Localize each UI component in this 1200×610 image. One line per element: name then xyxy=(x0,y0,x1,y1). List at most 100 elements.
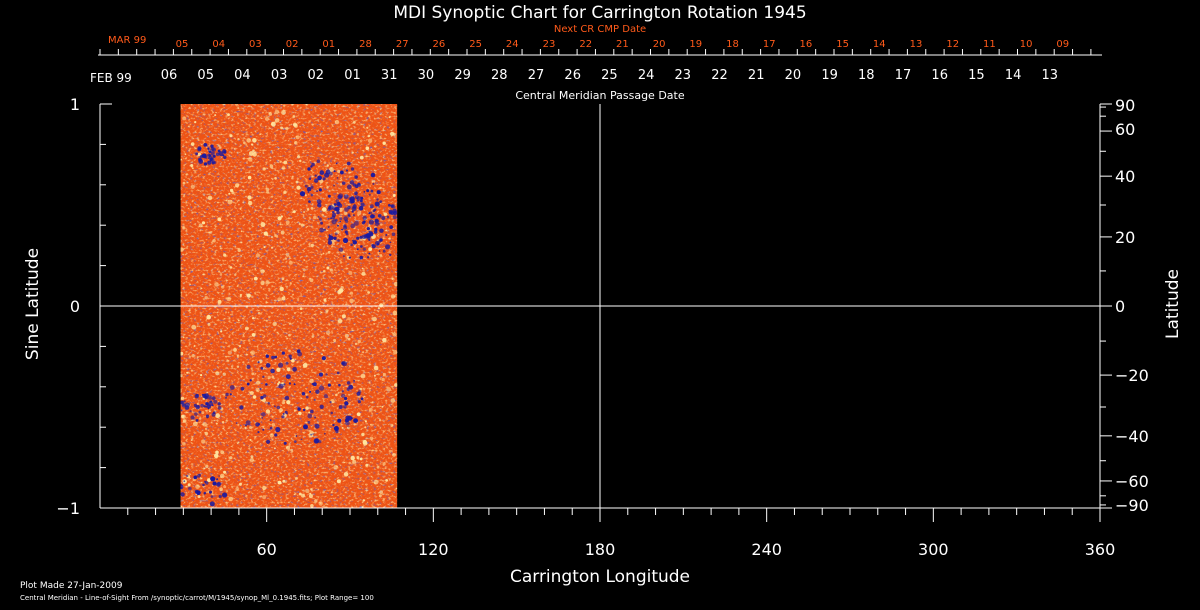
x-tick-label: 300 xyxy=(918,540,949,559)
negative-flux-patch xyxy=(235,422,238,425)
positive-flux-patch xyxy=(277,297,281,302)
positive-flux-patch xyxy=(326,164,329,167)
negative-flux-patch xyxy=(408,224,410,226)
positive-flux-patch xyxy=(294,476,298,480)
negative-flux-patch xyxy=(338,383,341,387)
positive-flux-patch xyxy=(191,324,197,330)
negative-flux-patch xyxy=(216,478,219,481)
negative-flux-patch xyxy=(342,255,345,258)
positive-flux-patch xyxy=(357,211,362,216)
next-cmp-day: 09 xyxy=(1056,39,1069,50)
next-cmp-day: 22 xyxy=(579,39,592,50)
negative-flux-patch xyxy=(293,440,297,443)
next-cmp-day: 28 xyxy=(359,39,372,50)
negative-flux-patch xyxy=(361,234,367,240)
negative-flux-patch xyxy=(207,395,213,400)
source-note: Central Meridian - Line-of-Sight From /s… xyxy=(20,594,374,602)
negative-flux-patch xyxy=(261,416,264,419)
positive-flux-patch xyxy=(388,116,391,119)
negative-flux-patch xyxy=(354,175,358,179)
positive-flux-patch xyxy=(243,141,246,145)
negative-flux-patch xyxy=(312,433,314,435)
positive-flux-patch xyxy=(260,222,266,227)
negative-flux-patch xyxy=(267,402,271,405)
next-cmp-day: 25 xyxy=(469,39,482,50)
positive-flux-patch xyxy=(295,135,300,140)
cmp-day: 16 xyxy=(931,68,948,83)
positive-flux-patch xyxy=(187,483,191,487)
positive-flux-patch xyxy=(362,499,365,502)
negative-flux-patch xyxy=(375,222,379,227)
positive-flux-patch xyxy=(269,156,272,159)
cmp-day: 28 xyxy=(491,68,508,83)
negative-flux-patch xyxy=(377,222,380,225)
positive-flux-patch xyxy=(392,310,398,316)
positive-flux-patch xyxy=(296,185,301,190)
positive-flux-patch xyxy=(225,311,227,314)
positive-flux-patch xyxy=(357,339,361,344)
negative-flux-patch xyxy=(310,193,314,197)
negative-flux-patch xyxy=(180,486,182,489)
negative-flux-patch xyxy=(376,198,379,201)
negative-flux-patch xyxy=(346,161,351,166)
negative-flux-patch xyxy=(327,240,333,245)
negative-flux-patch xyxy=(203,491,207,495)
positive-flux-patch xyxy=(280,230,285,235)
negative-flux-patch xyxy=(378,206,380,208)
negative-flux-patch xyxy=(337,203,343,208)
positive-flux-patch xyxy=(239,293,242,296)
positive-flux-patch xyxy=(293,210,296,214)
positive-flux-patch xyxy=(340,286,344,290)
negative-flux-patch xyxy=(356,391,361,396)
negative-flux-patch xyxy=(213,399,218,404)
positive-flux-patch xyxy=(382,141,386,145)
negative-flux-patch xyxy=(210,151,215,156)
positive-flux-patch xyxy=(276,367,281,372)
negative-flux-patch xyxy=(265,363,271,368)
negative-flux-patch xyxy=(195,405,200,410)
positive-flux-patch xyxy=(229,134,233,138)
positive-flux-patch xyxy=(220,330,223,333)
positive-flux-patch xyxy=(198,223,203,228)
positive-flux-patch xyxy=(379,186,382,189)
positive-flux-patch xyxy=(268,112,272,116)
positive-flux-patch xyxy=(322,207,327,212)
negative-flux-patch xyxy=(388,209,393,214)
negative-flux-patch xyxy=(360,397,364,401)
negative-flux-patch xyxy=(370,172,376,178)
positive-flux-patch xyxy=(207,478,211,483)
positive-flux-patch xyxy=(226,296,232,302)
positive-flux-patch xyxy=(321,213,325,217)
negative-flux-patch xyxy=(296,349,301,354)
cmp-day: 20 xyxy=(785,68,802,83)
positive-flux-patch xyxy=(180,351,184,356)
negative-flux-patch xyxy=(217,481,221,486)
negative-flux-patch xyxy=(343,194,349,200)
positive-flux-patch xyxy=(341,426,344,429)
positive-flux-patch xyxy=(220,450,224,455)
positive-flux-patch xyxy=(347,337,351,341)
positive-flux-patch xyxy=(250,350,256,356)
cmp-day: 01 xyxy=(344,68,361,83)
next-cmp-day: 12 xyxy=(946,39,959,50)
positive-flux-patch xyxy=(371,181,374,183)
positive-flux-patch xyxy=(373,374,376,377)
positive-flux-patch xyxy=(292,115,296,118)
negative-flux-patch xyxy=(367,256,370,259)
positive-flux-patch xyxy=(271,375,275,379)
positive-flux-patch xyxy=(358,350,361,352)
right-tick-label: −90 xyxy=(1115,496,1149,515)
positive-flux-patch xyxy=(297,155,301,159)
x-tick-label: 120 xyxy=(418,540,449,559)
positive-flux-patch xyxy=(221,421,225,424)
positive-flux-patch xyxy=(223,470,227,474)
negative-flux-patch xyxy=(368,193,371,196)
positive-flux-patch xyxy=(359,155,364,160)
negative-flux-patch xyxy=(413,229,415,231)
positive-flux-patch xyxy=(346,427,349,429)
positive-flux-patch xyxy=(367,134,371,138)
positive-flux-patch xyxy=(281,401,285,405)
positive-flux-patch xyxy=(288,260,293,265)
negative-flux-patch xyxy=(408,222,413,227)
